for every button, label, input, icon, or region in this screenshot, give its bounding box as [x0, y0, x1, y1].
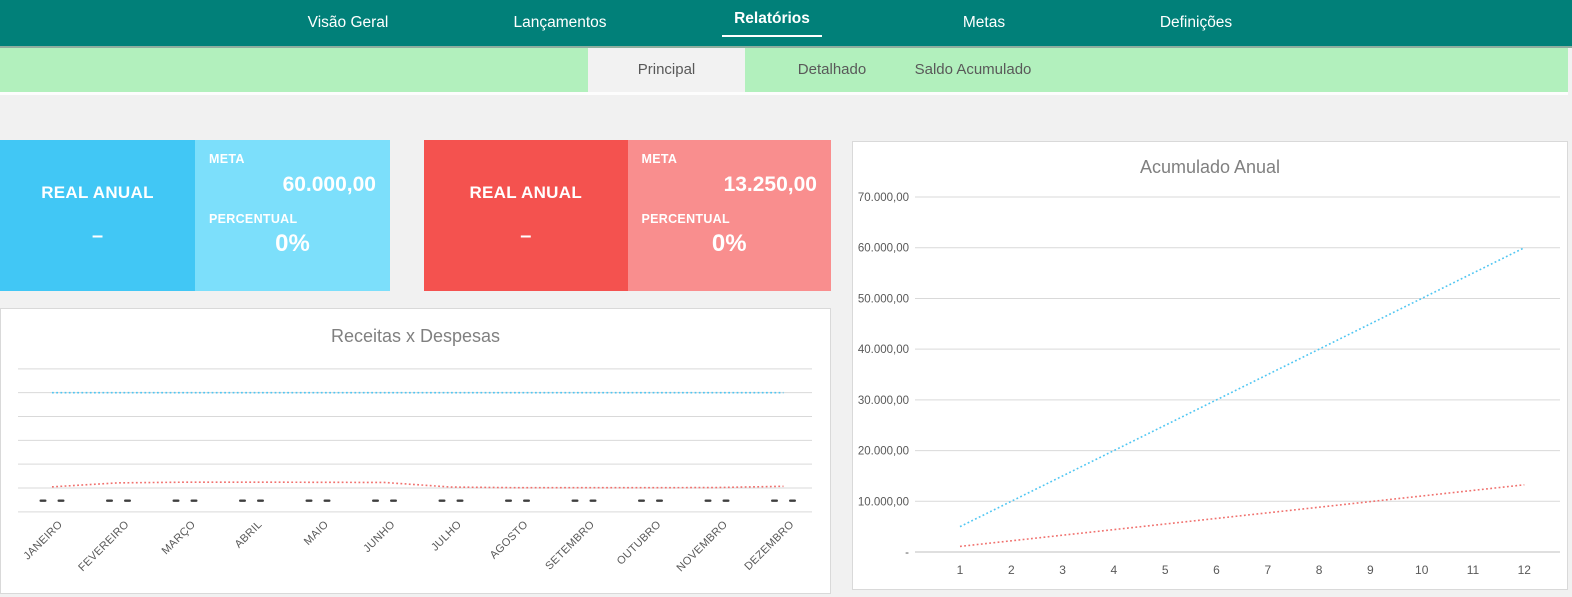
kpi-receitas-meta-value: 60.000,00	[282, 173, 376, 196]
nav-tab-metas-label: Metas	[962, 14, 1006, 31]
svg-text:8: 8	[1316, 563, 1323, 577]
kpi-receitas-meta-label: META	[209, 152, 245, 166]
kpi-despesas-meta-label: META	[641, 152, 678, 166]
nav-tab-lancamentos[interactable]: Lançamentos	[454, 14, 666, 32]
svg-text:3: 3	[1059, 563, 1066, 577]
svg-text:50.000,00: 50.000,00	[858, 293, 909, 305]
svg-text:10.000,00: 10.000,00	[858, 496, 909, 508]
svg-text:20.000,00: 20.000,00	[858, 446, 909, 458]
svg-text:1: 1	[957, 563, 964, 577]
x-axis-labels: 1 2 3 4 5 6 7 8 9 10 11 12	[957, 563, 1532, 577]
gridlines	[18, 368, 812, 513]
nav-tab-relatorios[interactable]: Relatórios	[666, 10, 878, 37]
kpi-receitas-real-value: –	[91, 225, 104, 247]
svg-text:9: 9	[1367, 563, 1374, 577]
y-axis-labels: - 10.000,00 20.000,00 30.000,00 40.000,00 50.…	[858, 192, 909, 559]
svg-text:JULHO: JULHO	[429, 519, 464, 554]
top-nav: Visão Geral Lançamentos Relatórios Metas…	[0, 0, 1572, 48]
receitas-despesas-chart-title: Receitas x Despesas	[330, 326, 501, 346]
kpi-despesas-meta-panel: META 13.250,00 PERCENTUAL 0%	[627, 140, 831, 291]
svg-text:JANEIRO: JANEIRO	[21, 519, 65, 563]
svg-text:FEVEREIRO: FEVEREIRO	[76, 519, 131, 574]
svg-text:6: 6	[1213, 563, 1220, 577]
kpi-despesas-real-value: –	[520, 225, 532, 247]
nav-tab-metas[interactable]: Metas	[878, 14, 1090, 32]
series-meta-despesas	[51, 481, 784, 489]
svg-text:AGOSTO: AGOSTO	[488, 519, 531, 562]
svg-text:70.000,00: 70.000,00	[858, 192, 909, 204]
svg-text:60.000,00: 60.000,00	[858, 243, 909, 255]
svg-text:30.000,00: 30.000,00	[858, 395, 909, 407]
svg-text:SETEMBRO: SETEMBRO	[543, 519, 597, 573]
svg-text:10: 10	[1415, 563, 1429, 577]
nav-tab-visao-geral-label: Visão Geral	[307, 14, 389, 31]
svg-text:ABRIL: ABRIL	[233, 519, 265, 551]
kpi-despesas-real-label: REAL ANUAL	[469, 183, 583, 202]
svg-text:OUTUBRO: OUTUBRO	[615, 519, 664, 568]
kpi-despesas-meta-value: 13.250,00	[723, 173, 817, 196]
svg-text:-: -	[905, 547, 909, 559]
gridlines	[915, 196, 1560, 553]
svg-text:JUNHO: JUNHO	[361, 519, 397, 555]
kpi-card-receitas: REAL ANUAL – META 60.000,00 PERCENTUAL 0…	[0, 140, 390, 291]
series-receitas-acumulado	[959, 247, 1525, 528]
svg-text:MARÇO: MARÇO	[160, 519, 199, 558]
receitas-despesas-chart-card: Receitas x Despesas JANEIRO FEVEREIRO MARÇ…	[0, 308, 831, 594]
x-axis-labels: JANEIRO FEVEREIRO MARÇO ABRIL MAIO JUNHO JULHO…	[21, 519, 796, 575]
nav-tab-relatorios-label: Relatórios	[722, 10, 822, 37]
svg-text:NOVEMBRO: NOVEMBRO	[675, 519, 731, 575]
svg-text:12: 12	[1518, 563, 1532, 577]
receitas-despesas-chart: JANEIRO FEVEREIRO MARÇO ABRIL MAIO JUNHO JULHO…	[18, 368, 812, 575]
svg-text:MAIO: MAIO	[302, 519, 331, 548]
subnav-tab-saldo-acumulado[interactable]: Saldo Acumulado	[914, 61, 1032, 78]
svg-text:7: 7	[1264, 563, 1271, 577]
nav-tab-visao-geral[interactable]: Visão Geral	[242, 14, 454, 32]
nav-tab-definicoes-label: Definições	[1159, 14, 1233, 31]
kpi-receitas-percent-value: 0%	[275, 230, 310, 257]
nav-tab-lancamentos-label: Lançamentos	[513, 14, 607, 31]
svg-text:40.000,00: 40.000,00	[858, 344, 909, 356]
kpi-despesas-percent-value: 0%	[711, 230, 747, 257]
acumulado-anual-chart: - 10.000,00 20.000,00 30.000,00 40.000,00 50.…	[858, 192, 1560, 577]
nav-tab-definicoes[interactable]: Definições	[1090, 14, 1302, 32]
kpi-receitas-real-panel: REAL ANUAL –	[0, 140, 195, 291]
sub-nav: Principal Detalhado Saldo Acumulado	[0, 48, 1568, 95]
acumulado-anual-chart-title: Acumulado Anual	[1139, 157, 1281, 177]
kpi-despesas-percent-label: PERCENTUAL	[641, 212, 730, 226]
subnav-tab-principal[interactable]: Principal	[588, 48, 745, 92]
data-labels-real-receitas	[39, 499, 778, 502]
kpi-receitas-percent-label: PERCENTUAL	[209, 212, 298, 226]
kpi-card-despesas: REAL ANUAL – META 13.250,00 PERCENTUAL 0…	[424, 140, 831, 291]
kpi-receitas-real-label: REAL ANUAL	[41, 183, 154, 202]
series-despesas-acumulado	[959, 484, 1525, 548]
svg-text:5: 5	[1162, 563, 1169, 577]
acumulado-anual-chart-card: Acumulado Anual - 10.000,00 20.000,00 30.00…	[852, 141, 1568, 590]
svg-text:11: 11	[1467, 563, 1480, 577]
data-labels-real-despesas	[57, 499, 796, 502]
svg-text:4: 4	[1111, 563, 1118, 577]
kpi-despesas-real-panel: REAL ANUAL –	[424, 140, 628, 291]
svg-text:2: 2	[1008, 563, 1015, 577]
subnav-tab-detalhado[interactable]: Detalhado	[797, 61, 867, 78]
svg-text:DEZEMBRO: DEZEMBRO	[742, 519, 796, 573]
kpi-receitas-meta-panel: META 60.000,00 PERCENTUAL 0%	[195, 140, 390, 291]
